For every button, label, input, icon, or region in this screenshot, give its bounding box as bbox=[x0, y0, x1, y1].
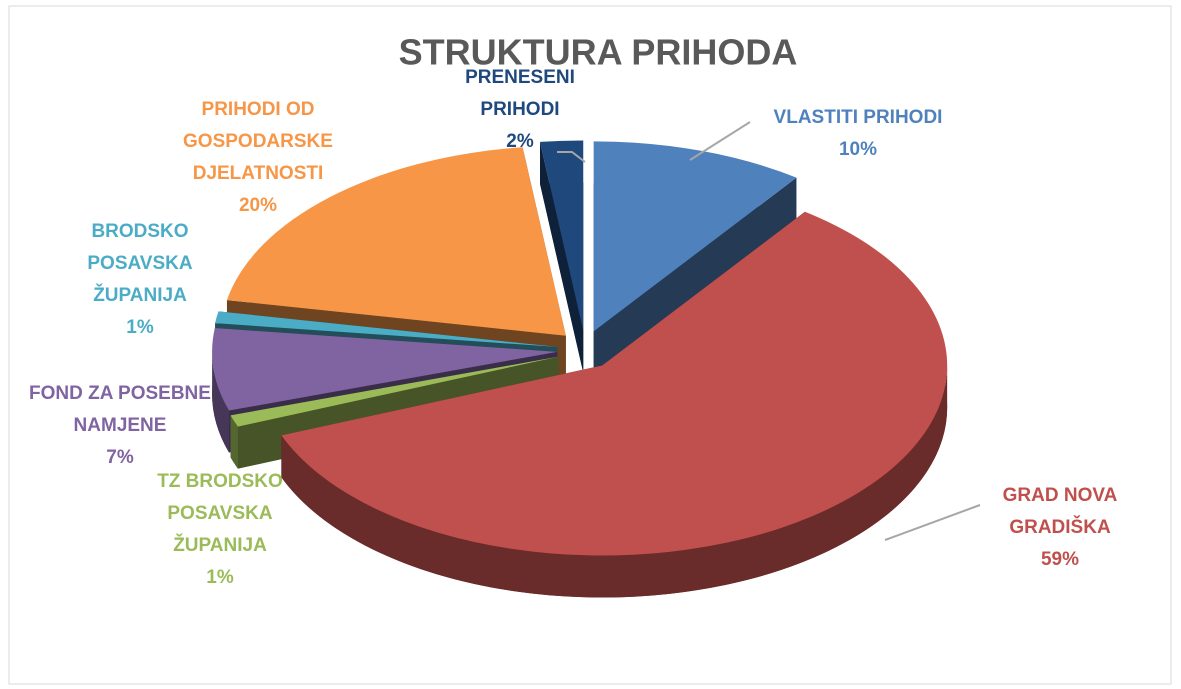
data-label: VLASTITI PRIHODI 10% bbox=[728, 102, 988, 166]
slice-side bbox=[230, 415, 238, 469]
slice bbox=[212, 328, 558, 411]
category-label: FOND ZA POSEBNE NAMJENE bbox=[29, 383, 211, 436]
slice-wall bbox=[540, 141, 584, 373]
slice-side bbox=[281, 365, 948, 598]
category-label: GRAD NOVA GRADIŠKA bbox=[1002, 485, 1118, 538]
category-label: BRODSKO POSAVSKA ŽUPANIJA bbox=[87, 221, 193, 306]
pie bbox=[212, 140, 948, 598]
slice-side bbox=[212, 351, 230, 453]
value-label: 59% bbox=[1040, 549, 1080, 570]
data-label: TZ BRODSKO POSAVSKA ŽUPANIJA 1% bbox=[145, 466, 295, 594]
data-label: FOND ZA POSEBNE NAMJENE 7% bbox=[5, 378, 235, 474]
data-label: BRODSKO POSAVSKA ŽUPANIJA 1% bbox=[75, 216, 205, 344]
category-label: VLASTITI PRIHODI bbox=[773, 107, 943, 128]
data-label: GRAD NOVA GRADIŠKA 59% bbox=[990, 480, 1130, 576]
leader-line bbox=[884, 504, 981, 541]
value-label: 1% bbox=[206, 567, 234, 588]
slice bbox=[215, 311, 558, 347]
slice bbox=[281, 211, 948, 556]
value-label: 1% bbox=[126, 317, 154, 338]
chart-title: STRUKTURA PRIHODA bbox=[399, 32, 798, 73]
slice-wall bbox=[593, 177, 797, 374]
slice bbox=[230, 356, 559, 427]
data-label: PRENESENI PRIHODI 2% bbox=[455, 62, 585, 158]
leader-line bbox=[557, 151, 586, 163]
value-label: 20% bbox=[238, 195, 278, 216]
data-label: PRIHODI OD GOSPODARSKE DJELATNOSTI 20% bbox=[171, 94, 346, 222]
category-label: TZ BRODSKO POSAVSKA ŽUPANIJA bbox=[157, 471, 283, 556]
leader-line bbox=[689, 121, 751, 161]
slice bbox=[226, 147, 566, 336]
slice bbox=[540, 140, 584, 331]
category-label: PRIHODI OD GOSPODARSKE DJELATNOSTI bbox=[183, 99, 333, 184]
category-label: PRENESENI PRIHODI bbox=[465, 67, 575, 120]
slice bbox=[593, 141, 797, 332]
value-label: 2% bbox=[506, 131, 534, 152]
value-label: 10% bbox=[838, 139, 878, 160]
value-label: 7% bbox=[106, 447, 134, 468]
